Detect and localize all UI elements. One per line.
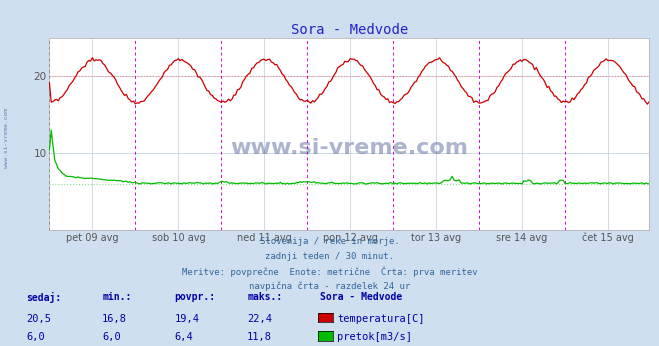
Text: 19,4: 19,4 [175,314,200,324]
Text: temperatura[C]: temperatura[C] [337,314,425,324]
Text: www.si-vreme.com: www.si-vreme.com [230,137,469,157]
Text: 6,0: 6,0 [102,332,121,342]
Text: maks.:: maks.: [247,292,282,302]
Text: www.si-vreme.com: www.si-vreme.com [4,108,9,169]
Text: 6,0: 6,0 [26,332,45,342]
Text: 6,4: 6,4 [175,332,193,342]
Text: zadnji teden / 30 minut.: zadnji teden / 30 minut. [265,252,394,261]
Text: 11,8: 11,8 [247,332,272,342]
Text: sedaj:: sedaj: [26,292,61,303]
Title: Sora - Medvode: Sora - Medvode [291,23,408,37]
Text: povpr.:: povpr.: [175,292,215,302]
Text: pretok[m3/s]: pretok[m3/s] [337,332,413,342]
Text: 20,5: 20,5 [26,314,51,324]
Text: Meritve: povprečne  Enote: metrične  Črta: prva meritev: Meritve: povprečne Enote: metrične Črta:… [182,267,477,277]
Text: Slovenija / reke in morje.: Slovenija / reke in morje. [260,237,399,246]
Text: 22,4: 22,4 [247,314,272,324]
Text: min.:: min.: [102,292,132,302]
Text: 16,8: 16,8 [102,314,127,324]
Text: navpična črta - razdelek 24 ur: navpična črta - razdelek 24 ur [249,282,410,291]
Text: Sora - Medvode: Sora - Medvode [320,292,402,302]
